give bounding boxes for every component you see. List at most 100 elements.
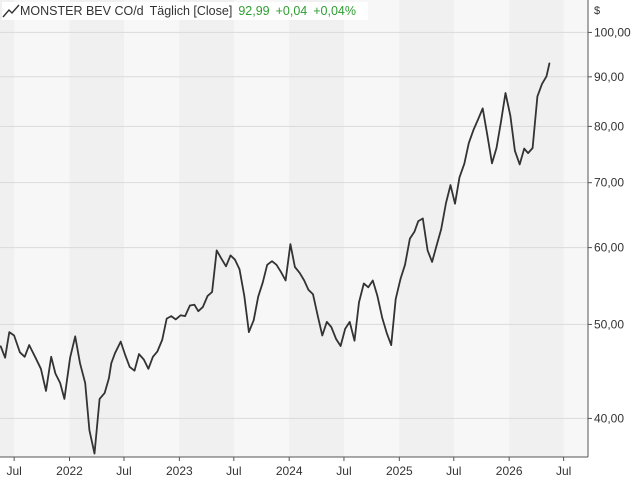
price-point [28,344,30,346]
price-point [399,278,402,280]
price-point [440,228,442,230]
price-point [312,293,314,295]
price-point [220,257,222,259]
x-tick-label: Jul [446,464,461,478]
price-point [0,345,2,347]
price-point [376,295,378,297]
x-tick-label: 2023 [166,464,193,478]
price-point [108,377,110,379]
x-tick-label: Jul [116,464,131,478]
price-point [238,268,241,270]
price-point [275,264,278,266]
price-point [422,217,424,220]
price-point [335,338,337,340]
price-point [74,335,76,337]
price-point [147,368,149,370]
price-point [427,249,429,252]
price-point [523,147,525,150]
price-point [289,243,291,245]
price-point [19,351,21,353]
price-point [54,372,56,375]
currency-label: $ [594,5,600,17]
price-point [280,271,282,273]
y-tick-label: 60,00 [594,241,624,255]
price-point [330,326,332,328]
price-change: +0,04 [275,4,308,18]
price-point [59,382,61,384]
price-point [216,249,218,252]
price-point [454,203,456,205]
interval-label: Täglich [Close] [149,4,233,18]
price-point [8,331,10,333]
price-point [294,266,296,268]
price-point [114,352,116,354]
price-point [40,368,42,370]
price-point [463,163,465,165]
price-point [93,452,96,455]
price-point [363,282,365,285]
price-point [152,356,154,358]
price-point [262,282,264,284]
price-point [99,398,101,400]
price-point [284,279,287,282]
price-line [0,62,551,455]
x-tick-label: 2024 [276,464,303,478]
price-point [299,272,301,274]
price-point [179,314,182,316]
price-point [34,357,37,359]
price-point [417,220,419,222]
price-point [358,301,360,303]
price-point [133,370,136,372]
price-point [193,304,195,306]
price-point [473,128,475,131]
price-point [500,121,502,123]
price-point [486,133,488,135]
price-point [390,344,392,346]
price-point [395,298,397,300]
price-point [413,231,415,233]
price-point [120,341,122,343]
price-point [104,392,106,394]
price-point [88,429,90,431]
price-point [326,321,328,323]
price-point [13,334,15,337]
plot-band [289,0,344,457]
price-point [138,353,140,355]
price-point [548,62,551,64]
y-tick-label: 90,00 [594,70,624,84]
price-point [372,279,374,282]
price-point [349,321,351,323]
price-point [229,254,232,257]
price-point [257,296,259,298]
price-point [207,295,209,297]
price-point [545,75,548,77]
price-point [189,304,191,307]
plot-band [69,0,124,457]
price-point [69,357,71,359]
price-point [271,260,273,262]
price-point [4,357,6,359]
price-point [63,398,65,400]
price-point [303,279,305,282]
price-point [211,291,213,293]
price-point [161,339,163,341]
price-point [129,366,131,368]
price-point [84,382,86,384]
price-point [202,306,204,308]
x-tick-label: 2022 [56,464,83,478]
price-point [409,237,411,240]
price-point [243,295,245,297]
price-point [45,390,47,392]
y-tick-label: 70,00 [594,176,624,190]
price-point [491,162,493,164]
price-point [266,264,268,266]
price-point [225,265,227,267]
price-point [477,118,479,120]
price-point [536,95,539,98]
price-point [436,244,438,247]
price-point [532,147,534,149]
x-tick-label: Jul [556,464,571,478]
price-point [482,107,484,109]
price-point [253,319,255,321]
